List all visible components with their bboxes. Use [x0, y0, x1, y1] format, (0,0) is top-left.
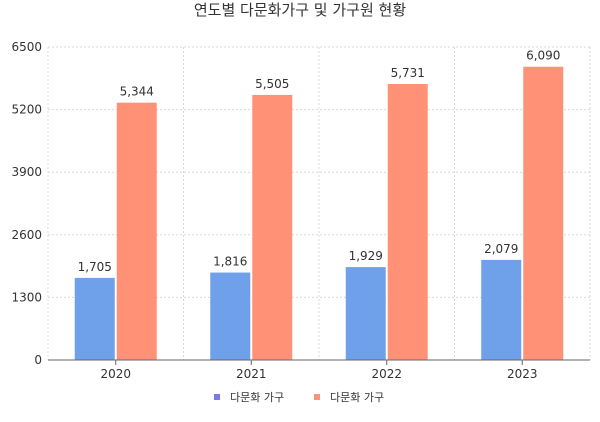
bar-first-series[interactable] [74, 277, 115, 360]
data-labels: 1,705 5,344 1,816 5,505 1,929 5,731 2,079 6,090 [78, 49, 561, 274]
legend[interactable]: 다문화 가구 다문화 가구 [214, 391, 384, 404]
bar-second-series[interactable] [523, 66, 564, 361]
data-label: 5,731 [391, 66, 425, 80]
y-tick-label: 6500 [11, 40, 42, 54]
x-axis: 2020 2021 2022 2023 [48, 359, 590, 381]
legend-label[interactable]: 다문화 가구 [330, 391, 384, 404]
data-label: 1,705 [78, 260, 112, 274]
bar-second-series[interactable] [116, 102, 157, 361]
x-tick-label: 2022 [371, 367, 402, 381]
legend-swatch[interactable] [314, 394, 320, 400]
bar-second-series[interactable] [252, 94, 293, 360]
bar-second-series[interactable] [387, 84, 428, 360]
y-tick-label: 1300 [11, 290, 42, 304]
x-tick-label: 2020 [100, 367, 131, 381]
x-tick-label: 2023 [507, 367, 538, 381]
data-label: 5,505 [255, 77, 289, 91]
y-tick-label: 2600 [11, 228, 42, 242]
y-tick-label: 5200 [11, 103, 42, 117]
y-tick-label: 0 [34, 353, 42, 367]
data-label: 6,090 [526, 49, 560, 63]
y-tick-label: 3900 [11, 165, 42, 179]
bars [74, 66, 564, 361]
x-tick-label: 2021 [236, 367, 267, 381]
data-label: 1,816 [213, 255, 247, 269]
grid [47, 46, 591, 361]
data-label: 1,929 [349, 249, 383, 263]
bar-first-series[interactable] [210, 272, 251, 360]
legend-label[interactable]: 다문화 가구 [230, 391, 284, 404]
legend-swatch[interactable] [214, 394, 220, 400]
data-label: 5,344 [120, 85, 154, 99]
y-axis: 0 1300 2600 3900 5200 6500 [11, 40, 42, 367]
data-label: 2,079 [484, 242, 518, 256]
chart-title: 연도별 다문화가구 및 가구원 현황 [194, 1, 406, 19]
bar-first-series[interactable] [345, 267, 386, 360]
bar-first-series[interactable] [481, 259, 522, 360]
